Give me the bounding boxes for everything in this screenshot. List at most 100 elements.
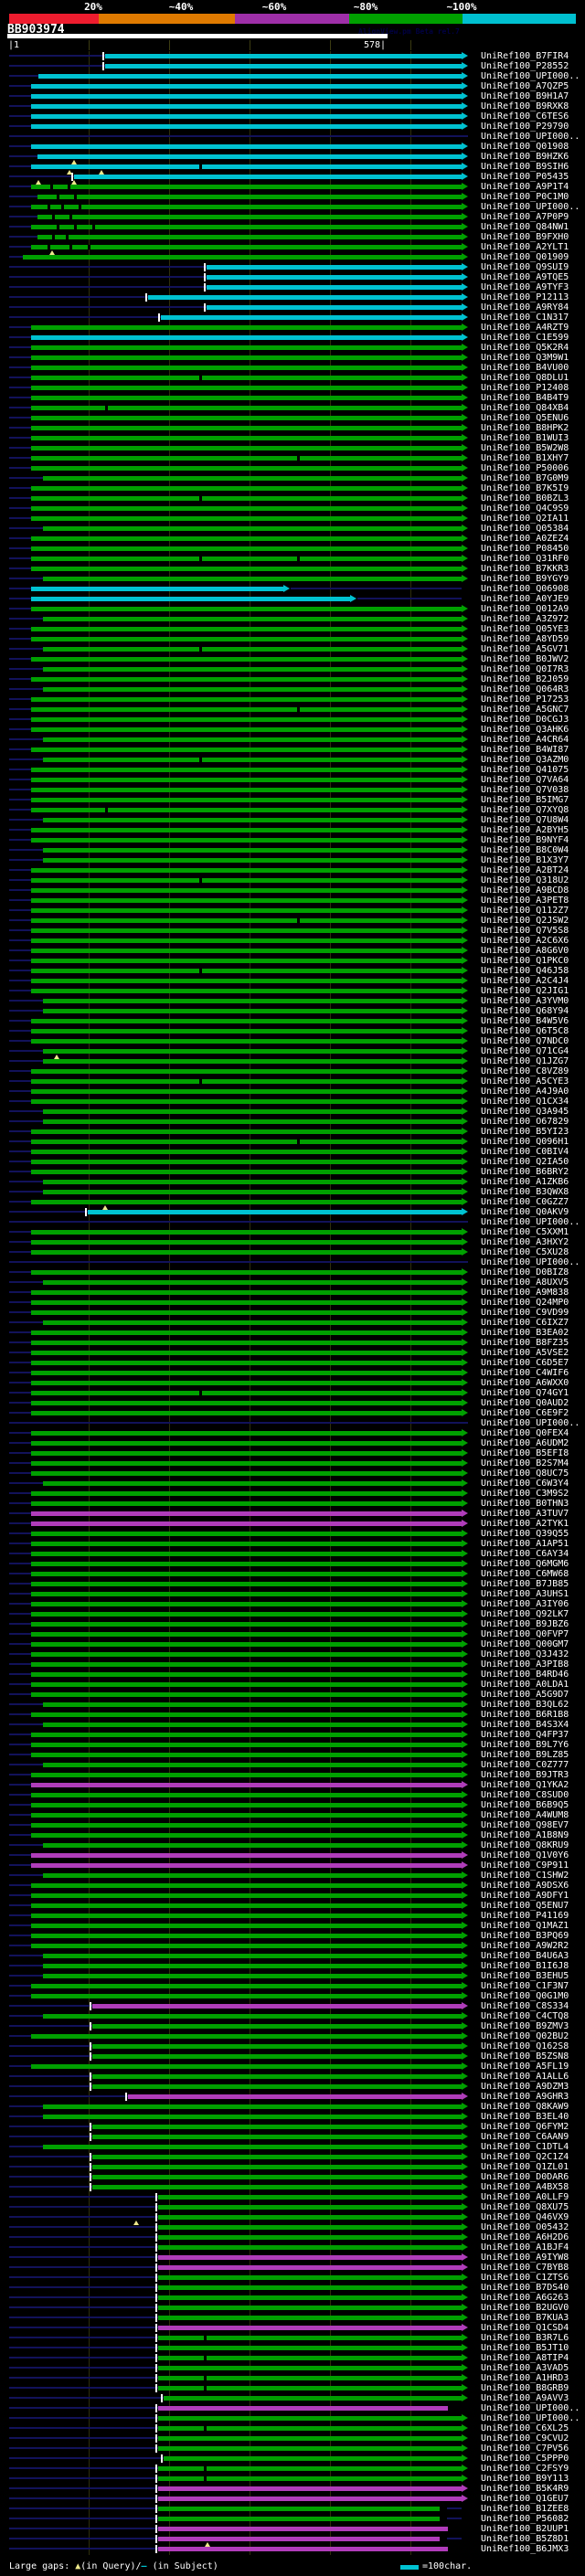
alignment-row[interactable]: UniRef100_B7K5I9 — [0, 483, 585, 493]
hit-accession-label[interactable]: UniRef100_B9JBZ6 — [481, 1619, 569, 1629]
alignment-row[interactable]: UniRef100_Q7XYQ8 — [0, 805, 585, 815]
alignment-row[interactable]: UniRef100_B4WI87 — [0, 745, 585, 755]
hit-accession-label[interactable]: UniRef100_Q3A945 — [481, 1107, 569, 1117]
alignment-row[interactable]: UniRef100_Q0G1M0 — [0, 1991, 585, 2001]
hit-accession-label[interactable]: UniRef100_A4WUM8 — [481, 1810, 569, 1820]
alignment-row[interactable]: UniRef100_Q0FVP7 — [0, 1629, 585, 1639]
alignment-row[interactable]: UniRef100_C5XU28 — [0, 1247, 585, 1257]
hit-accession-label[interactable]: UniRef100_B7KKR3 — [481, 564, 569, 574]
hit-accession-label[interactable]: UniRef100_Q7V5S8 — [481, 926, 569, 936]
alignment-row[interactable]: UniRef100_D0DAR6 — [0, 2172, 585, 2182]
alignment-row[interactable]: UniRef100_P56082 — [0, 2514, 585, 2524]
hit-accession-label[interactable]: UniRef100_A9RY84 — [481, 302, 569, 313]
hit-accession-label[interactable]: UniRef100_UPI000.. — [481, 71, 580, 81]
alignment-row[interactable]: UniRef100_B7G0M9 — [0, 473, 585, 483]
alignment-row[interactable]: UniRef100_A6UDM2 — [0, 1438, 585, 1448]
alignment-row[interactable]: UniRef100_Q1CSD4 — [0, 2323, 585, 2333]
hit-accession-label[interactable]: UniRef100_B7DS40 — [481, 2283, 569, 2293]
hit-accession-label[interactable]: UniRef100_Q41075 — [481, 765, 569, 775]
alignment-row[interactable]: UniRef100_B5Z8D1 — [0, 2534, 585, 2544]
alignment-row[interactable]: UniRef100_A3HXY2 — [0, 1237, 585, 1247]
alignment-row[interactable]: UniRef100_B4W5V6 — [0, 1016, 585, 1026]
hit-accession-label[interactable]: UniRef100_Q8UC75 — [481, 1468, 569, 1479]
hit-accession-label[interactable]: UniRef100_Q3AHK6 — [481, 725, 569, 735]
alignment-row[interactable]: UniRef100_Q24MP0 — [0, 1298, 585, 1308]
alignment-row[interactable]: UniRef100_C1F3N7 — [0, 1981, 585, 1991]
alignment-row[interactable]: UniRef100_O67829 — [0, 1117, 585, 1127]
alignment-row[interactable]: UniRef100_A0YJE9 — [0, 594, 585, 604]
alignment-row[interactable]: UniRef100_B7JB85 — [0, 1579, 585, 1589]
alignment-row[interactable]: UniRef100_A2TYK1 — [0, 1519, 585, 1529]
hit-accession-label[interactable]: UniRef100_Q05YE3 — [481, 624, 569, 634]
alignment-row[interactable]: UniRef100_A3PET8 — [0, 896, 585, 906]
hit-accession-label[interactable]: UniRef100_Q2JSW2 — [481, 916, 569, 926]
alignment-row[interactable]: UniRef100_Q8KAW9 — [0, 2102, 585, 2112]
alignment-row[interactable]: UniRef100_P50006 — [0, 463, 585, 473]
alignment-row[interactable]: UniRef100_Q7VA64 — [0, 775, 585, 785]
hit-accession-label[interactable]: UniRef100_Q6MGM6 — [481, 1559, 569, 1569]
hit-accession-label[interactable]: UniRef100_C9CVU2 — [481, 2433, 569, 2443]
hit-accession-label[interactable]: UniRef100_O67829 — [481, 1117, 569, 1127]
hit-accession-label[interactable]: UniRef100_B4WI87 — [481, 745, 569, 755]
hit-accession-label[interactable]: UniRef100_A4CR64 — [481, 735, 569, 745]
hit-accession-label[interactable]: UniRef100_Q46J58 — [481, 966, 569, 976]
hit-accession-label[interactable]: UniRef100_Q0FEX4 — [481, 1428, 569, 1438]
alignment-row[interactable]: UniRef100_C2FSY9 — [0, 2464, 585, 2474]
alignment-row[interactable]: UniRef100_UPI000.. — [0, 1217, 585, 1227]
hit-accession-label[interactable]: UniRef100_Q162S8 — [481, 2041, 569, 2051]
alignment-row[interactable]: UniRef100_B4VU00 — [0, 363, 585, 373]
alignment-row[interactable]: UniRef100_B2S7M4 — [0, 1458, 585, 1468]
alignment-row[interactable]: UniRef100_Q0FEX4 — [0, 1428, 585, 1438]
alignment-row[interactable]: UniRef100_Q3AZM0 — [0, 755, 585, 765]
alignment-row[interactable]: UniRef100_Q1GEU7 — [0, 2494, 585, 2504]
alignment-row[interactable]: UniRef100_B1ZEE8 — [0, 2504, 585, 2514]
hit-accession-label[interactable]: UniRef100_P12408 — [481, 383, 569, 393]
hit-accession-label[interactable]: UniRef100_Q24MP0 — [481, 1298, 569, 1308]
hit-accession-label[interactable]: UniRef100_Q46VX9 — [481, 2212, 569, 2222]
alignment-row[interactable]: UniRef100_A6WXX0 — [0, 1378, 585, 1388]
hit-accession-label[interactable]: UniRef100_B5YI23 — [481, 1127, 569, 1137]
alignment-row[interactable]: UniRef100_Q46VX9 — [0, 2212, 585, 2222]
hit-accession-label[interactable]: UniRef100_B4W5V6 — [481, 1016, 569, 1026]
alignment-row[interactable]: UniRef100_A5VSE2 — [0, 1348, 585, 1358]
hit-accession-label[interactable]: UniRef100_Q1GEU7 — [481, 2494, 569, 2504]
alignment-row[interactable]: UniRef100_B4RD46 — [0, 1670, 585, 1680]
alignment-row[interactable]: UniRef100_Q1JZG7 — [0, 1055, 585, 1066]
hit-accession-label[interactable]: UniRef100_A8YD59 — [481, 634, 569, 644]
hit-accession-label[interactable]: UniRef100_C3M9S2 — [481, 1489, 569, 1499]
hit-accession-label[interactable]: UniRef100_Q71CG4 — [481, 1046, 569, 1056]
alignment-row[interactable]: UniRef100_B3R7L6 — [0, 2333, 585, 2343]
hit-accession-label[interactable]: UniRef100_C6W3Y4 — [481, 1479, 569, 1489]
alignment-row[interactable]: UniRef100_Q05384 — [0, 524, 585, 534]
alignment-row[interactable]: UniRef100_Q6FYM2 — [0, 2122, 585, 2132]
alignment-row[interactable]: UniRef100_UPI000.. — [0, 132, 585, 142]
alignment-row[interactable]: UniRef100_A3PIB8 — [0, 1659, 585, 1670]
alignment-row[interactable]: UniRef100_UPI000.. — [0, 1257, 585, 1267]
alignment-row[interactable]: UniRef100_B0JWV2 — [0, 654, 585, 664]
alignment-row[interactable]: UniRef100_B9RXK8 — [0, 101, 585, 111]
hit-accession-label[interactable]: UniRef100_C6AY34 — [481, 1549, 569, 1559]
alignment-row[interactable]: UniRef100_C1E599 — [0, 333, 585, 343]
alignment-row[interactable]: UniRef100_Q92LK7 — [0, 1609, 585, 1619]
hit-accession-label[interactable]: UniRef100_A2BYH5 — [481, 825, 569, 835]
hit-accession-label[interactable]: UniRef100_A5GV71 — [481, 644, 569, 654]
hit-accession-label[interactable]: UniRef100_A2BT24 — [481, 865, 569, 875]
hit-accession-label[interactable]: UniRef100_P0C1M0 — [481, 192, 569, 202]
alignment-row[interactable]: UniRef100_Q98EV7 — [0, 1820, 585, 1830]
hit-accession-label[interactable]: UniRef100_B2S7M4 — [481, 1458, 569, 1468]
hit-accession-label[interactable]: UniRef100_Q2IA11 — [481, 514, 569, 524]
alignment-row[interactable]: UniRef100_A9DSX6 — [0, 1881, 585, 1891]
alignment-row[interactable]: UniRef100_B6B9Q5 — [0, 1800, 585, 1810]
hit-accession-label[interactable]: UniRef100_Q0G1M0 — [481, 1991, 569, 2001]
hit-accession-label[interactable]: UniRef100_A5GNC7 — [481, 705, 569, 715]
alignment-row[interactable]: UniRef100_B4S3X4 — [0, 1720, 585, 1730]
hit-accession-label[interactable]: UniRef100_UPI000.. — [481, 1217, 580, 1227]
hit-accession-label[interactable]: UniRef100_Q2JIG1 — [481, 986, 569, 996]
hit-accession-label[interactable]: UniRef100_Q9SUI9 — [481, 262, 569, 272]
hit-accession-label[interactable]: UniRef100_C6E9F2 — [481, 1408, 569, 1418]
hit-accession-label[interactable]: UniRef100_B1XHY7 — [481, 453, 569, 463]
hit-accession-label[interactable]: UniRef100_C5PPP0 — [481, 2454, 569, 2464]
alignment-row[interactable]: UniRef100_A2C4J4 — [0, 976, 585, 986]
hit-accession-label[interactable]: UniRef100_B9RXK8 — [481, 101, 569, 111]
alignment-row[interactable]: UniRef100_C8SUD0 — [0, 1790, 585, 1800]
